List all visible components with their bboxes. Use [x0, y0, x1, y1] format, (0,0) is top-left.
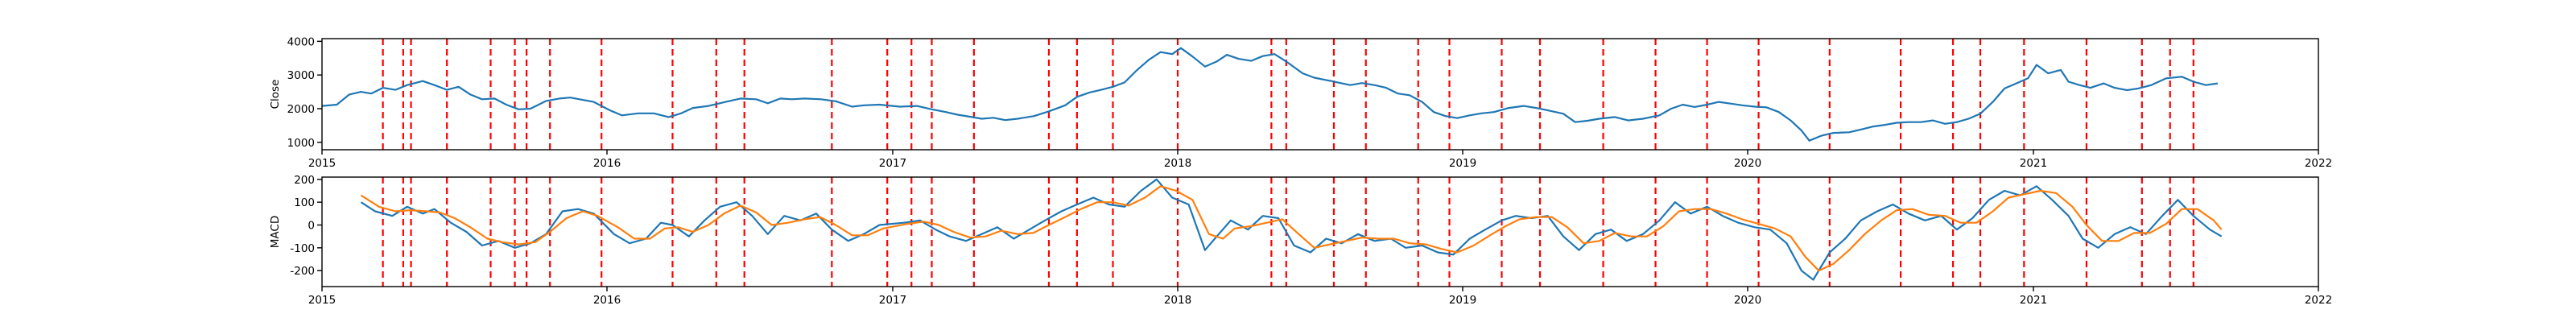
series-line-1: [321, 47, 2219, 142]
x-tick-label: 2017: [879, 294, 906, 307]
axes-frame: [321, 176, 2319, 287]
series-line-2: [360, 185, 2223, 272]
y-tick-label: -200: [290, 265, 315, 278]
y-tick-label: 4000: [287, 35, 315, 48]
x-tick-label: 2020: [1734, 294, 1761, 307]
y-tick-label: 2000: [287, 103, 315, 116]
x-tick-label: 2018: [1164, 294, 1191, 307]
y-tick-label: 100: [294, 196, 315, 209]
x-tick-label: 2019: [1449, 294, 1476, 307]
macd-panel: 2015 2016 2017 2018 2019 2020 2021 2022 -200 -100…: [269, 174, 2332, 307]
y-axis-label: MACD: [269, 216, 282, 248]
y-tick-label: 1000: [287, 137, 315, 150]
x-tick-label: 2019: [1449, 157, 1476, 170]
x-tick-label: 2020: [1734, 157, 1761, 170]
series-line-1: [360, 178, 2223, 281]
x-tick-label: 2016: [593, 294, 621, 307]
x-tick-label: 2017: [879, 157, 906, 170]
y-axis-label: Close: [269, 80, 282, 109]
x-tick-label: 2021: [2020, 294, 2047, 307]
y-tick-label: -100: [290, 242, 315, 255]
close-price-panel: 2015 2016 2017 2018 2019 2020 2021 2022 1000 2000…: [269, 35, 2332, 170]
y-tick-label: 0: [308, 220, 315, 233]
x-tick-label: 2021: [2020, 157, 2047, 170]
y-tick-label: 200: [294, 174, 315, 187]
x-tick-label: 2018: [1164, 157, 1191, 170]
x-tick-label: 2015: [308, 294, 336, 307]
x-tick-label: 2016: [593, 157, 621, 170]
x-tick-label: 2022: [2305, 157, 2332, 170]
x-tick-label: 2015: [308, 157, 336, 170]
y-tick-label: 3000: [287, 69, 315, 82]
axes-frame: [321, 38, 2319, 151]
x-tick-label: 2022: [2305, 294, 2332, 307]
